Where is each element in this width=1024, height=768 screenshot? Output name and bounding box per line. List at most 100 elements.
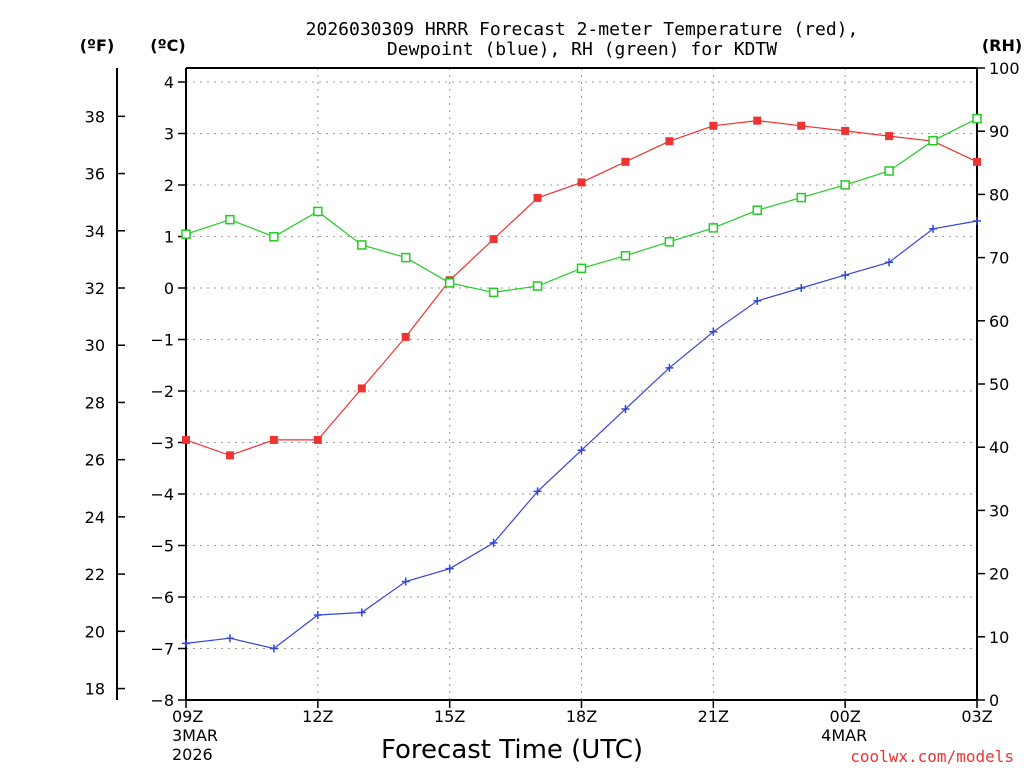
dewpoint-point — [665, 363, 674, 372]
rh-tick-label: 60 — [989, 312, 1009, 331]
rh-tick-label: 90 — [989, 122, 1009, 141]
time-date-label: 3MAR — [172, 726, 218, 745]
time-tick-label: 09Z — [172, 707, 203, 726]
temperature-point — [533, 193, 542, 202]
fahrenheit-tick-label: 34 — [85, 222, 105, 241]
rh-series — [181, 113, 982, 298]
celsius-tick-label: −5 — [150, 537, 174, 556]
temperature-point — [225, 451, 234, 460]
fahrenheit-tick-label: 36 — [85, 165, 105, 184]
rh-tick-label: 40 — [989, 438, 1009, 457]
celsius-tick-label: 0 — [164, 279, 174, 298]
rh-point — [884, 166, 894, 176]
time-tick-label: 15Z — [434, 707, 465, 726]
time-tick-label: 00Z — [830, 707, 861, 726]
fahrenheit-tick-label: 20 — [85, 622, 105, 641]
rh-point — [664, 237, 675, 247]
time-tick-label: 21Z — [698, 707, 729, 726]
time-year-label: 2026 — [172, 745, 213, 764]
temperature-point — [182, 435, 190, 444]
rh-unit-label: (RH) — [982, 36, 1022, 55]
celsius-tick-label: 2 — [164, 176, 174, 195]
dewpoint-point — [357, 608, 366, 617]
fahrenheit-tick-label: 26 — [85, 451, 105, 470]
rh-tick-label: 20 — [989, 565, 1009, 584]
celsius-tick-label: −2 — [150, 382, 174, 401]
dewpoint-point — [445, 564, 454, 573]
dewpoint-point — [973, 217, 981, 226]
dewpoint-point — [225, 634, 234, 643]
rh-point — [620, 250, 631, 261]
celsius-tick-label: −7 — [150, 640, 174, 659]
fahrenheit-tick-label: 24 — [85, 508, 105, 527]
rh-point — [576, 263, 587, 274]
celsius-tick-label: 3 — [164, 125, 174, 144]
dewpoint-point — [885, 258, 894, 267]
celsius-tick-label: 1 — [164, 228, 174, 247]
dewpoint-point — [533, 487, 542, 496]
fahrenheit-tick-label: 22 — [85, 565, 105, 584]
fahrenheit-tick-label: 32 — [85, 279, 105, 298]
temperature-point — [709, 121, 718, 130]
celsius-tick-label: 4 — [164, 73, 174, 92]
dewpoint-point — [709, 327, 718, 336]
celsius-tick-label: −4 — [150, 485, 174, 504]
rh-point — [225, 214, 235, 225]
rh-tick-label: 100 — [989, 59, 1020, 78]
temperature-point — [489, 235, 498, 244]
gridlines — [186, 68, 977, 700]
celsius-tick-labels: 4 3 2 1 0 −1 −2 −3 −4 −5 −6 −7 −8 — [150, 73, 186, 710]
dewpoint-point — [621, 405, 630, 414]
time-tick-label: 12Z — [302, 707, 333, 726]
dewpoint-point — [841, 271, 850, 280]
fahrenheit-tick-label: 38 — [85, 107, 105, 126]
rh-point — [928, 135, 938, 146]
rh-tick-label: 0 — [989, 691, 999, 710]
temperature-point — [357, 384, 366, 393]
rh-tick-label: 80 — [989, 185, 1009, 204]
dewpoint-point — [182, 639, 190, 648]
rh-point — [796, 192, 806, 203]
chart-title: 2026030309 HRRR Forecast 2-meter Tempera… — [306, 19, 859, 40]
dewpoint-point — [313, 611, 322, 620]
dewpoint-point — [577, 446, 586, 455]
x-axis-title: Forecast Time (UTC) — [381, 735, 643, 765]
fahrenheit-unit-label: (ºF) — [80, 36, 115, 55]
temperature-point — [797, 121, 806, 130]
rh-tick-label: 50 — [989, 375, 1009, 394]
temperature-point — [665, 137, 674, 146]
celsius-tick-label: −1 — [150, 331, 174, 350]
series-layer — [181, 113, 982, 653]
fahrenheit-tick-labels: 38 36 34 32 30 28 26 24 22 20 18 — [85, 107, 125, 699]
dewpoint-point — [929, 224, 938, 233]
chart-subtitle: Dewpoint (blue), RH (green) for KDTW — [387, 39, 777, 60]
rh-tick-label: 70 — [989, 249, 1009, 268]
dewpoint-point — [797, 284, 806, 292]
temperature-point — [753, 116, 762, 125]
axes — [116, 67, 978, 701]
dewpoint-point — [753, 296, 762, 305]
rh-point — [840, 180, 850, 190]
time-tick-label: 18Z — [566, 707, 597, 726]
temperature-point — [841, 126, 850, 135]
rh-tick-label: 30 — [989, 501, 1009, 520]
dewpoint-point — [401, 577, 410, 586]
credit-link[interactable]: coolwx.com/models — [850, 747, 1014, 766]
rh-point — [532, 281, 543, 291]
celsius-tick-label: −6 — [150, 588, 174, 607]
temperature-point — [621, 157, 630, 166]
time-tick-label: 03Z — [961, 707, 992, 726]
rh-point — [708, 223, 719, 233]
rh-tick-label: 10 — [989, 628, 1009, 647]
fahrenheit-tick-label: 30 — [85, 336, 105, 355]
temperature-series — [182, 116, 981, 460]
rh-point — [313, 206, 323, 217]
dewpoint-point — [489, 538, 498, 547]
fahrenheit-tick-label: 18 — [85, 680, 105, 699]
temperature-point — [313, 435, 322, 444]
rh-point — [972, 113, 982, 124]
temperature-point — [401, 332, 410, 341]
celsius-unit-label: (ºC) — [150, 36, 185, 55]
